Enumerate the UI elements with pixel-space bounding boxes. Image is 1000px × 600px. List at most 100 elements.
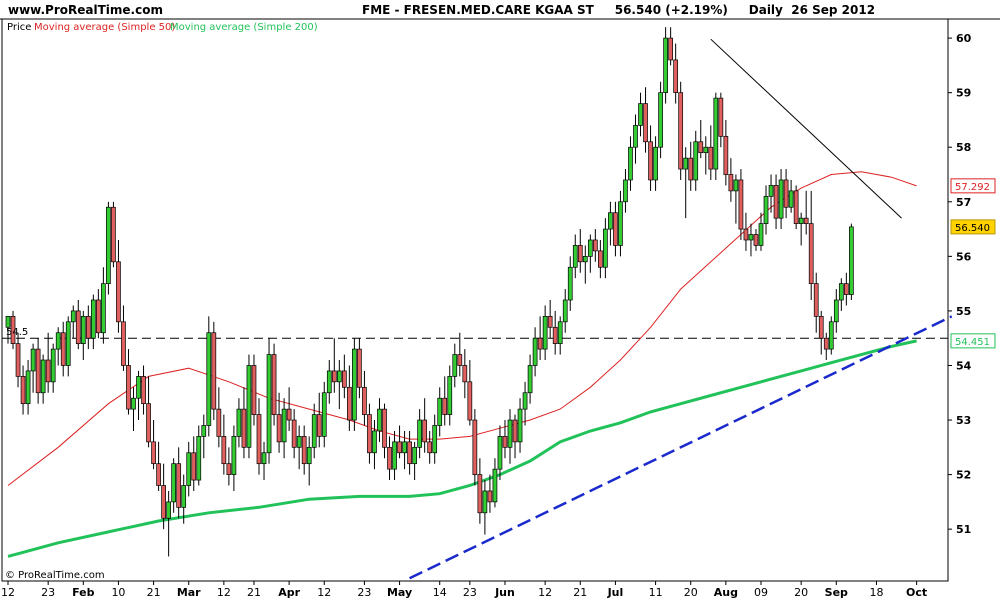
candle-down bbox=[387, 446, 392, 470]
candle-down bbox=[161, 485, 166, 519]
candle-down bbox=[537, 337, 543, 350]
candle-up bbox=[452, 354, 458, 377]
candle-down bbox=[512, 419, 518, 443]
candle-up bbox=[733, 179, 739, 192]
x-tick-label: 20 bbox=[684, 586, 698, 599]
candle-down bbox=[422, 419, 428, 443]
candle-up bbox=[849, 226, 854, 295]
candle-up bbox=[377, 408, 382, 432]
candle-down bbox=[211, 332, 217, 410]
candle-up bbox=[748, 234, 754, 241]
x-tick-label: 23 bbox=[357, 586, 371, 599]
candle-down bbox=[823, 337, 829, 350]
candle-down bbox=[15, 343, 21, 377]
candle-up bbox=[608, 212, 613, 230]
candle-up bbox=[326, 370, 332, 394]
support-trend-line bbox=[409, 315, 953, 580]
candle-up bbox=[482, 490, 488, 514]
candle-down bbox=[688, 157, 694, 181]
candle-up bbox=[246, 365, 252, 448]
candle-up bbox=[261, 452, 267, 465]
badge-last-text: 56.540 bbox=[955, 223, 990, 234]
candle-up bbox=[266, 354, 272, 454]
y-tick-label: 57 bbox=[956, 196, 971, 209]
candle-down bbox=[367, 414, 372, 454]
candle-up bbox=[65, 321, 71, 366]
candle-down bbox=[613, 212, 618, 246]
candle-down bbox=[803, 217, 809, 224]
candle-up bbox=[838, 283, 844, 301]
candle-down bbox=[331, 370, 337, 383]
y-tick-label: 53 bbox=[956, 414, 971, 427]
candle-down bbox=[341, 370, 347, 388]
candle-up bbox=[25, 370, 31, 405]
candle-up bbox=[432, 425, 438, 454]
x-tick-label: 10 bbox=[111, 586, 125, 599]
candle-up bbox=[181, 485, 187, 508]
candle-down bbox=[467, 381, 473, 421]
x-tick-label: 21 bbox=[247, 586, 261, 599]
candle-up bbox=[618, 201, 623, 246]
candle-up bbox=[447, 376, 453, 415]
price-label-ma200: 54.451 bbox=[950, 333, 996, 349]
badge-ma200 bbox=[950, 333, 996, 349]
candle-up bbox=[336, 370, 342, 383]
badge-ma200-text: 54.451 bbox=[955, 337, 990, 348]
site-name: www.ProRealTime.com bbox=[8, 3, 163, 17]
candle-up bbox=[628, 146, 633, 181]
candle-down bbox=[291, 419, 297, 448]
candle-up bbox=[693, 141, 699, 181]
candle-down bbox=[577, 245, 583, 263]
candle-up bbox=[582, 255, 588, 263]
candle-down bbox=[592, 239, 598, 252]
chart-title: FME - FRESEN.MED.CARE KGAA ST 56.540 (+2… bbox=[362, 3, 875, 17]
candle-up bbox=[768, 185, 774, 197]
candle-up bbox=[763, 195, 769, 224]
axes: 51 52 53 54 55 56 57 58 59 60 12 23 Feb 10 21 Mar 12 21 Ap… bbox=[1, 32, 972, 599]
candle-down bbox=[251, 365, 257, 415]
candle-down bbox=[357, 348, 362, 388]
legend-ma200: Moving average (Simple 200) bbox=[170, 22, 318, 33]
candle-up bbox=[587, 239, 593, 257]
candle-down bbox=[668, 37, 673, 61]
x-tick-label: 09 bbox=[754, 586, 768, 599]
x-tick-label: Jun bbox=[494, 586, 515, 599]
candle-down bbox=[141, 376, 146, 405]
candle-down bbox=[407, 441, 412, 465]
candle-up bbox=[572, 245, 578, 268]
candle-down bbox=[783, 179, 789, 208]
candle-up bbox=[658, 92, 663, 148]
candle-down bbox=[743, 228, 749, 241]
candle-up bbox=[30, 348, 36, 372]
candle-up bbox=[201, 425, 207, 437]
candle-up bbox=[638, 103, 643, 126]
candle-up bbox=[507, 419, 513, 448]
x-tick-label: Jul bbox=[607, 586, 624, 599]
x-tick-label: Mar bbox=[177, 586, 201, 599]
candle-down bbox=[256, 414, 262, 465]
candle-up bbox=[713, 97, 719, 170]
candle-up bbox=[296, 436, 302, 448]
x-tick-label: May bbox=[387, 586, 412, 599]
candle-up bbox=[352, 348, 357, 421]
candle-down bbox=[347, 386, 352, 421]
candle-up bbox=[392, 441, 397, 470]
candle-down bbox=[362, 386, 367, 415]
candle-down bbox=[598, 250, 603, 268]
x-tick-label: 20 bbox=[794, 586, 808, 599]
candle-down bbox=[728, 174, 734, 192]
candle-up bbox=[186, 452, 192, 486]
candle-down bbox=[753, 234, 759, 246]
x-tick-label: 12 bbox=[538, 586, 552, 599]
candle-up bbox=[828, 321, 834, 350]
candle-down bbox=[643, 103, 648, 143]
candle-down bbox=[738, 179, 744, 230]
candle-up bbox=[412, 446, 417, 465]
price-label-last: 56.540 bbox=[950, 219, 996, 235]
y-tick-label: 60 bbox=[956, 32, 972, 45]
candle-down bbox=[382, 408, 387, 448]
candle-up bbox=[80, 316, 86, 345]
candle-up bbox=[70, 310, 76, 323]
candle-down bbox=[547, 316, 553, 328]
